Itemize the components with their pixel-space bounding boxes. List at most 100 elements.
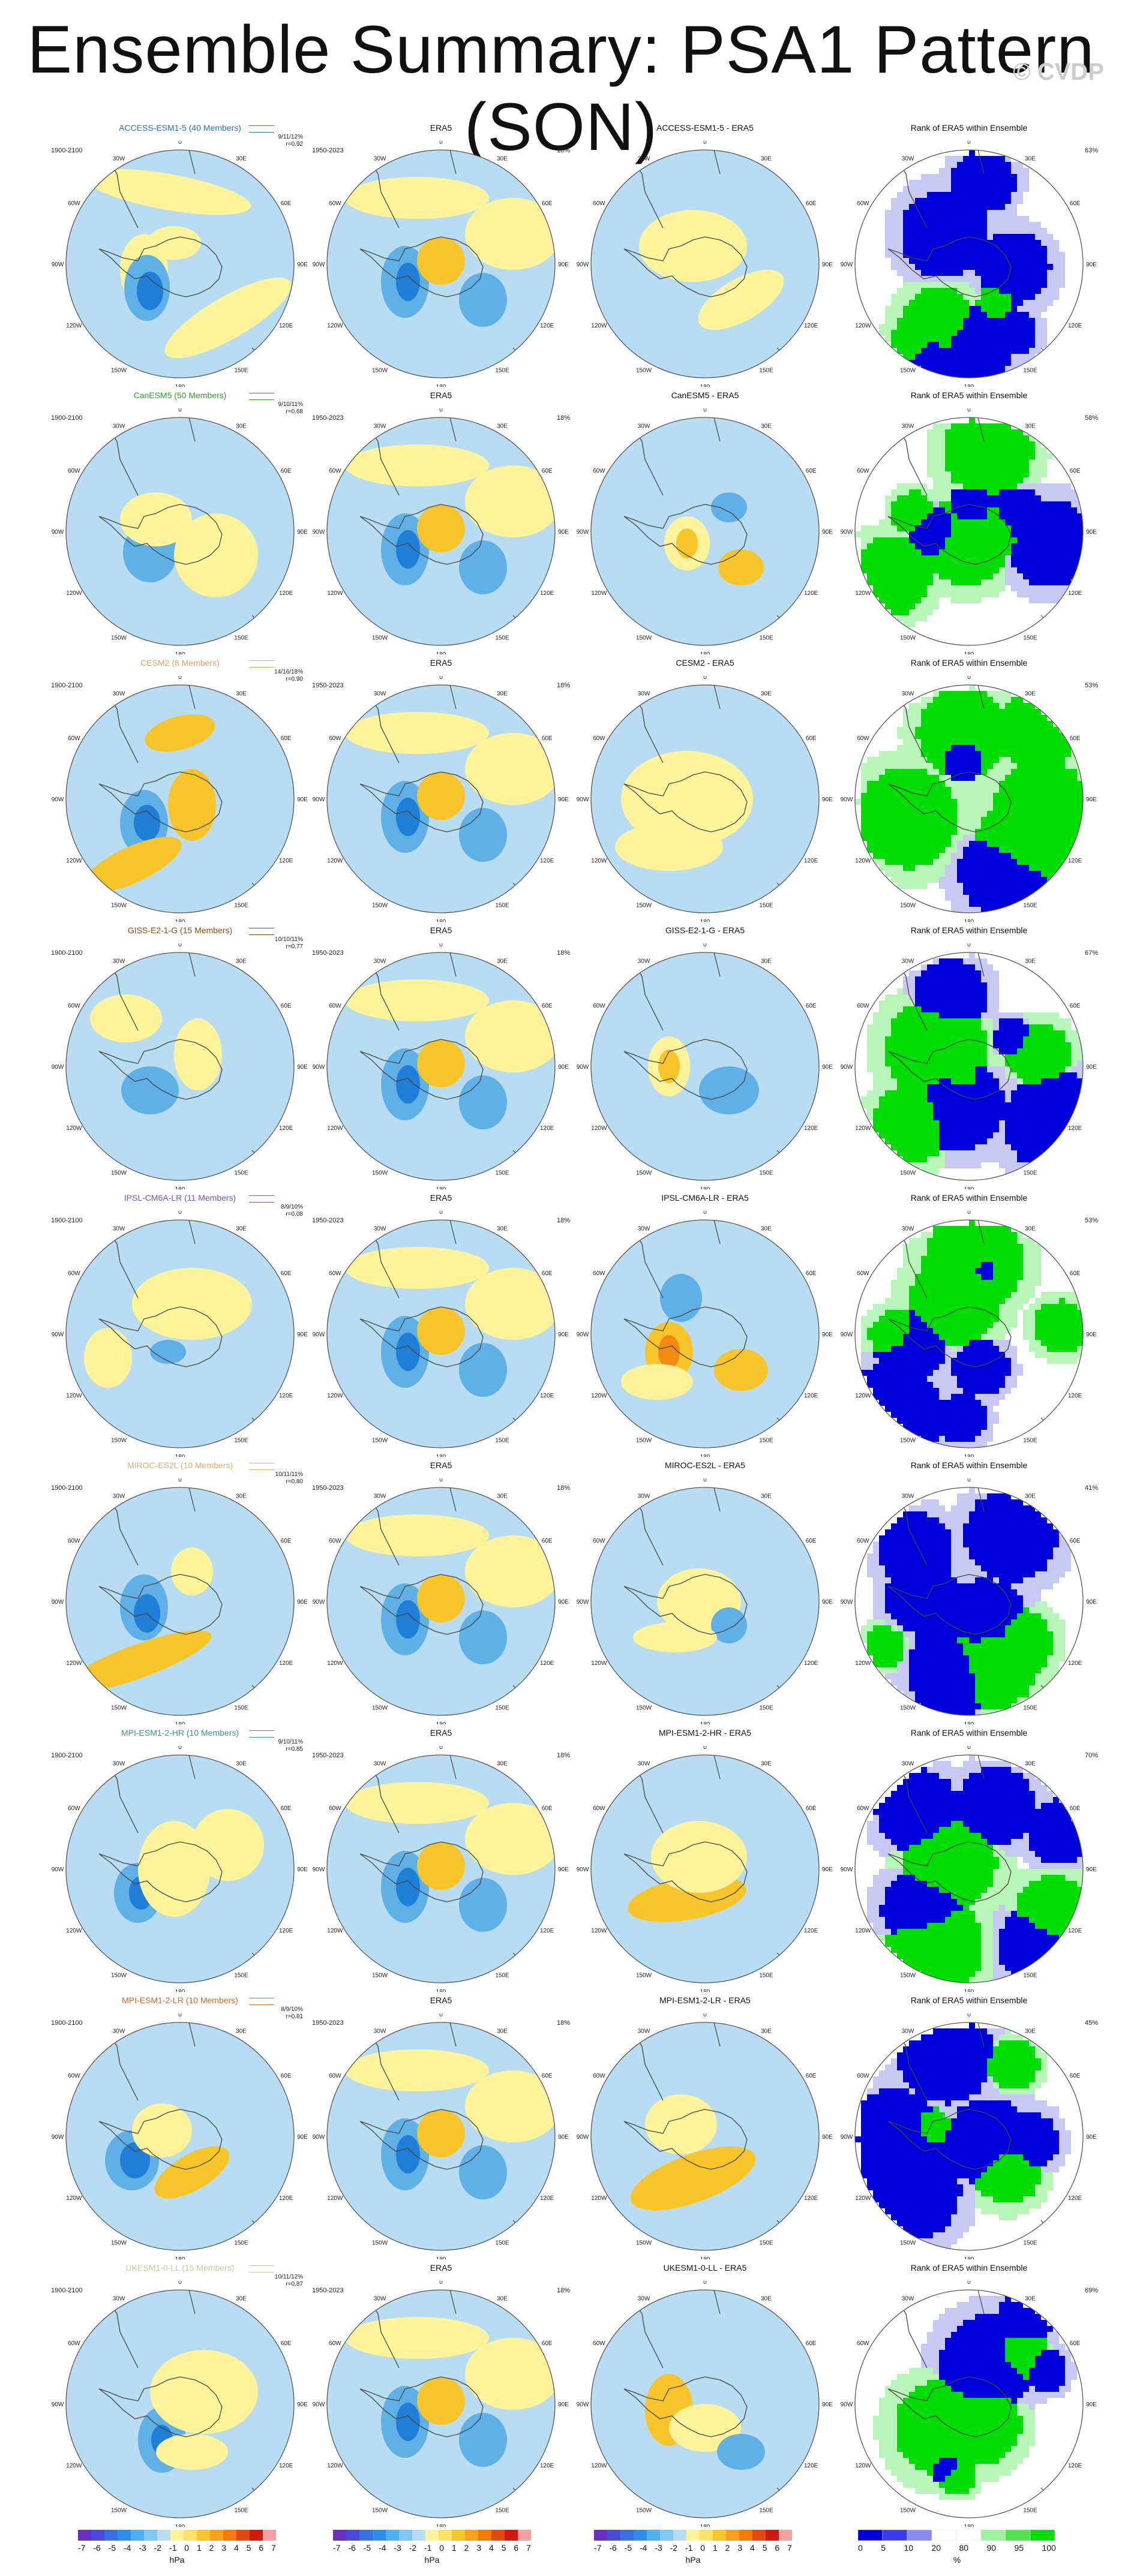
obs-pct: 18% [556, 949, 570, 957]
rank-map: 0 30E 60E 90E 120E 150E 180 150W 120W 90W 60W 30W [841, 2013, 1097, 2259]
lon-label: 120E [1068, 323, 1082, 329]
lon-label: 90W [52, 2134, 64, 2141]
lon-label: 120W [66, 2195, 82, 2202]
rank-map: 0 30E 60E 90E 120E 150E 180 150W 120W 90W 60W 30W [841, 1211, 1097, 1457]
period-label: 1900-2100 [51, 1752, 83, 1759]
colorbar-swatch [607, 2530, 620, 2541]
lon-label: 180 [175, 1989, 185, 1992]
lon-label: 120E [804, 323, 818, 329]
lon-label: 90E [558, 261, 569, 268]
pct-variance: 10/11/12% [274, 2274, 303, 2280]
lon-label: 30E [236, 423, 247, 429]
diff-title: MIROC-ES2L - ERA5 [664, 1460, 746, 1470]
lon-label: 150E [495, 1705, 509, 1712]
model-name: MPI-ESM1-2-HR (10 Members) [121, 1728, 239, 1738]
polar-map: 0 30E 60E 90E 120E 150E 180 150W 120W 90W 60W 30W [52, 408, 308, 654]
lon-label: 30E [497, 690, 508, 697]
lon-label: 120E [279, 590, 293, 597]
lon-label: 0 [967, 1211, 971, 1216]
lon-label: 90E [822, 1064, 833, 1071]
obs-panel: ERA5 1950-2023 18% 0 30E 60E 90E 120E 150E 180 150… [312, 1193, 570, 1457]
obs-panel: ERA5 1950-2023 18% 0 30E 60E 90E 120E 150E 180 150… [312, 1728, 570, 1992]
rank-panel: Rank of ERA5 within Ensemble 58% 0 30E 60E 90… [840, 390, 1098, 654]
lon-label: 90W [841, 1064, 853, 1071]
lon-label: 60W [593, 2340, 605, 2347]
colorbar-swatch [739, 2530, 752, 2541]
ensemble-spread-marker [249, 1998, 274, 2005]
lon-label: 120W [591, 2195, 607, 2202]
lon-label: 60E [806, 1805, 817, 1812]
lon-label: 0 [178, 2281, 182, 2286]
lon-label: 180 [964, 2524, 974, 2527]
lon-label: 150E [1023, 2240, 1037, 2247]
colorbar-swatch [700, 2530, 713, 2541]
lon-label: 90E [822, 1331, 833, 1338]
diff-panel: MPI-ESM1-2-LR - ERA5 0 30E 60E 90E 120E 150E 18… [576, 1995, 834, 2259]
colorbar-swatch [386, 2530, 399, 2541]
lon-label: 60E [281, 2073, 292, 2079]
colorbar-swatch [250, 2530, 263, 2541]
lon-label: 90E [558, 2134, 569, 2141]
period-label: 1950-2023 [312, 414, 344, 422]
colorbar-swatch [620, 2530, 634, 2541]
lon-label: 30W [638, 155, 650, 162]
lon-label: 150W [900, 1438, 916, 1444]
colorbar-tick: 3 [737, 2543, 743, 2553]
colorbar-swatch [399, 2530, 412, 2541]
lon-label: 180 [964, 1721, 974, 1724]
lon-label: 150W [900, 903, 916, 909]
lon-label: 60E [542, 1270, 553, 1277]
colorbar-tick: -4 [123, 2543, 131, 2553]
lon-label: 120W [327, 323, 343, 329]
lon-label: 60E [806, 1270, 817, 1277]
lon-label: 60W [593, 1538, 605, 1544]
polar-map: 0 30E 60E 90E 120E 150E 180 150W 120W 90W 60W 30W [577, 1478, 833, 1724]
colorbar-swatch [263, 2530, 276, 2541]
lon-label: 120W [855, 1125, 871, 1132]
lon-label: 120W [591, 2463, 607, 2469]
pattern-correlation: r=0.87 [286, 2281, 303, 2288]
lon-label: 60E [1070, 1003, 1081, 1009]
lon-label: 180 [964, 1454, 974, 1457]
lon-label: 60W [593, 735, 605, 742]
lon-label: 150E [495, 1438, 509, 1444]
lon-label: 60W [329, 1270, 341, 1277]
lon-label: 30E [497, 2295, 508, 2302]
colorbar-swatches [78, 2530, 276, 2541]
lon-label: 60E [1070, 200, 1081, 207]
pct-variance: 8/9/10% [281, 2006, 303, 2013]
polar-map: 0 30E 60E 90E 120E 150E 180 150W 120W 90W 60W 30W [313, 2013, 569, 2259]
diff-panel: CESM2 - ERA5 0 30E 60E 90E 120E 150E 180 150W 120… [576, 658, 834, 922]
obs-pct: 18% [556, 414, 570, 422]
obs-title: ERA5 [430, 390, 452, 400]
diff-panel: IPSL-CM6A-LR - ERA5 0 30E 60E 90E 120E 150E 180… [576, 1193, 834, 1457]
colorbar-tick: 0 [439, 2543, 445, 2553]
lon-label: 60W [593, 200, 605, 207]
period-label: 1950-2023 [312, 147, 344, 154]
lon-label: 30E [1025, 958, 1036, 964]
lon-label: 150E [234, 903, 248, 909]
lon-label: 30W [638, 1493, 650, 1499]
lon-label: 120E [1068, 1125, 1082, 1132]
lon-label: 90W [52, 2401, 64, 2408]
ensemble-stats: 10/11/11% r=0.80 [249, 1463, 303, 1486]
lon-label: 60W [329, 1805, 341, 1812]
lon-label: 60E [281, 1270, 292, 1277]
rank-map: 0 30E 60E 90E 120E 150E 180 150W 120W 90W 60W 30W [841, 676, 1097, 922]
lon-label: 0 [439, 408, 443, 413]
lon-label: 150W [636, 1438, 652, 1444]
period-label: 1950-2023 [312, 1484, 344, 1492]
lon-label: 60E [281, 1538, 292, 1544]
lon-label: 60W [68, 1003, 80, 1009]
lon-label: 120E [804, 2463, 818, 2469]
lon-label: 30E [497, 1225, 508, 1232]
lon-label: 120E [279, 1928, 293, 1934]
lon-label: 60W [68, 735, 80, 742]
ensemble-stats: 9/11/12% r=0.92 [249, 125, 303, 148]
rank-panel: Rank of ERA5 within Ensemble 63% 0 30E 60E 90… [840, 123, 1098, 387]
colorbar-tick: 2 [209, 2543, 214, 2553]
obs-panel: ERA5 1950-2023 18% 0 30E 60E 90E 120E 150E 180 150… [312, 1995, 570, 2259]
lon-label: 0 [439, 1211, 443, 1216]
lon-label: 120W [855, 2195, 871, 2202]
lon-label: 150E [759, 1973, 773, 1979]
